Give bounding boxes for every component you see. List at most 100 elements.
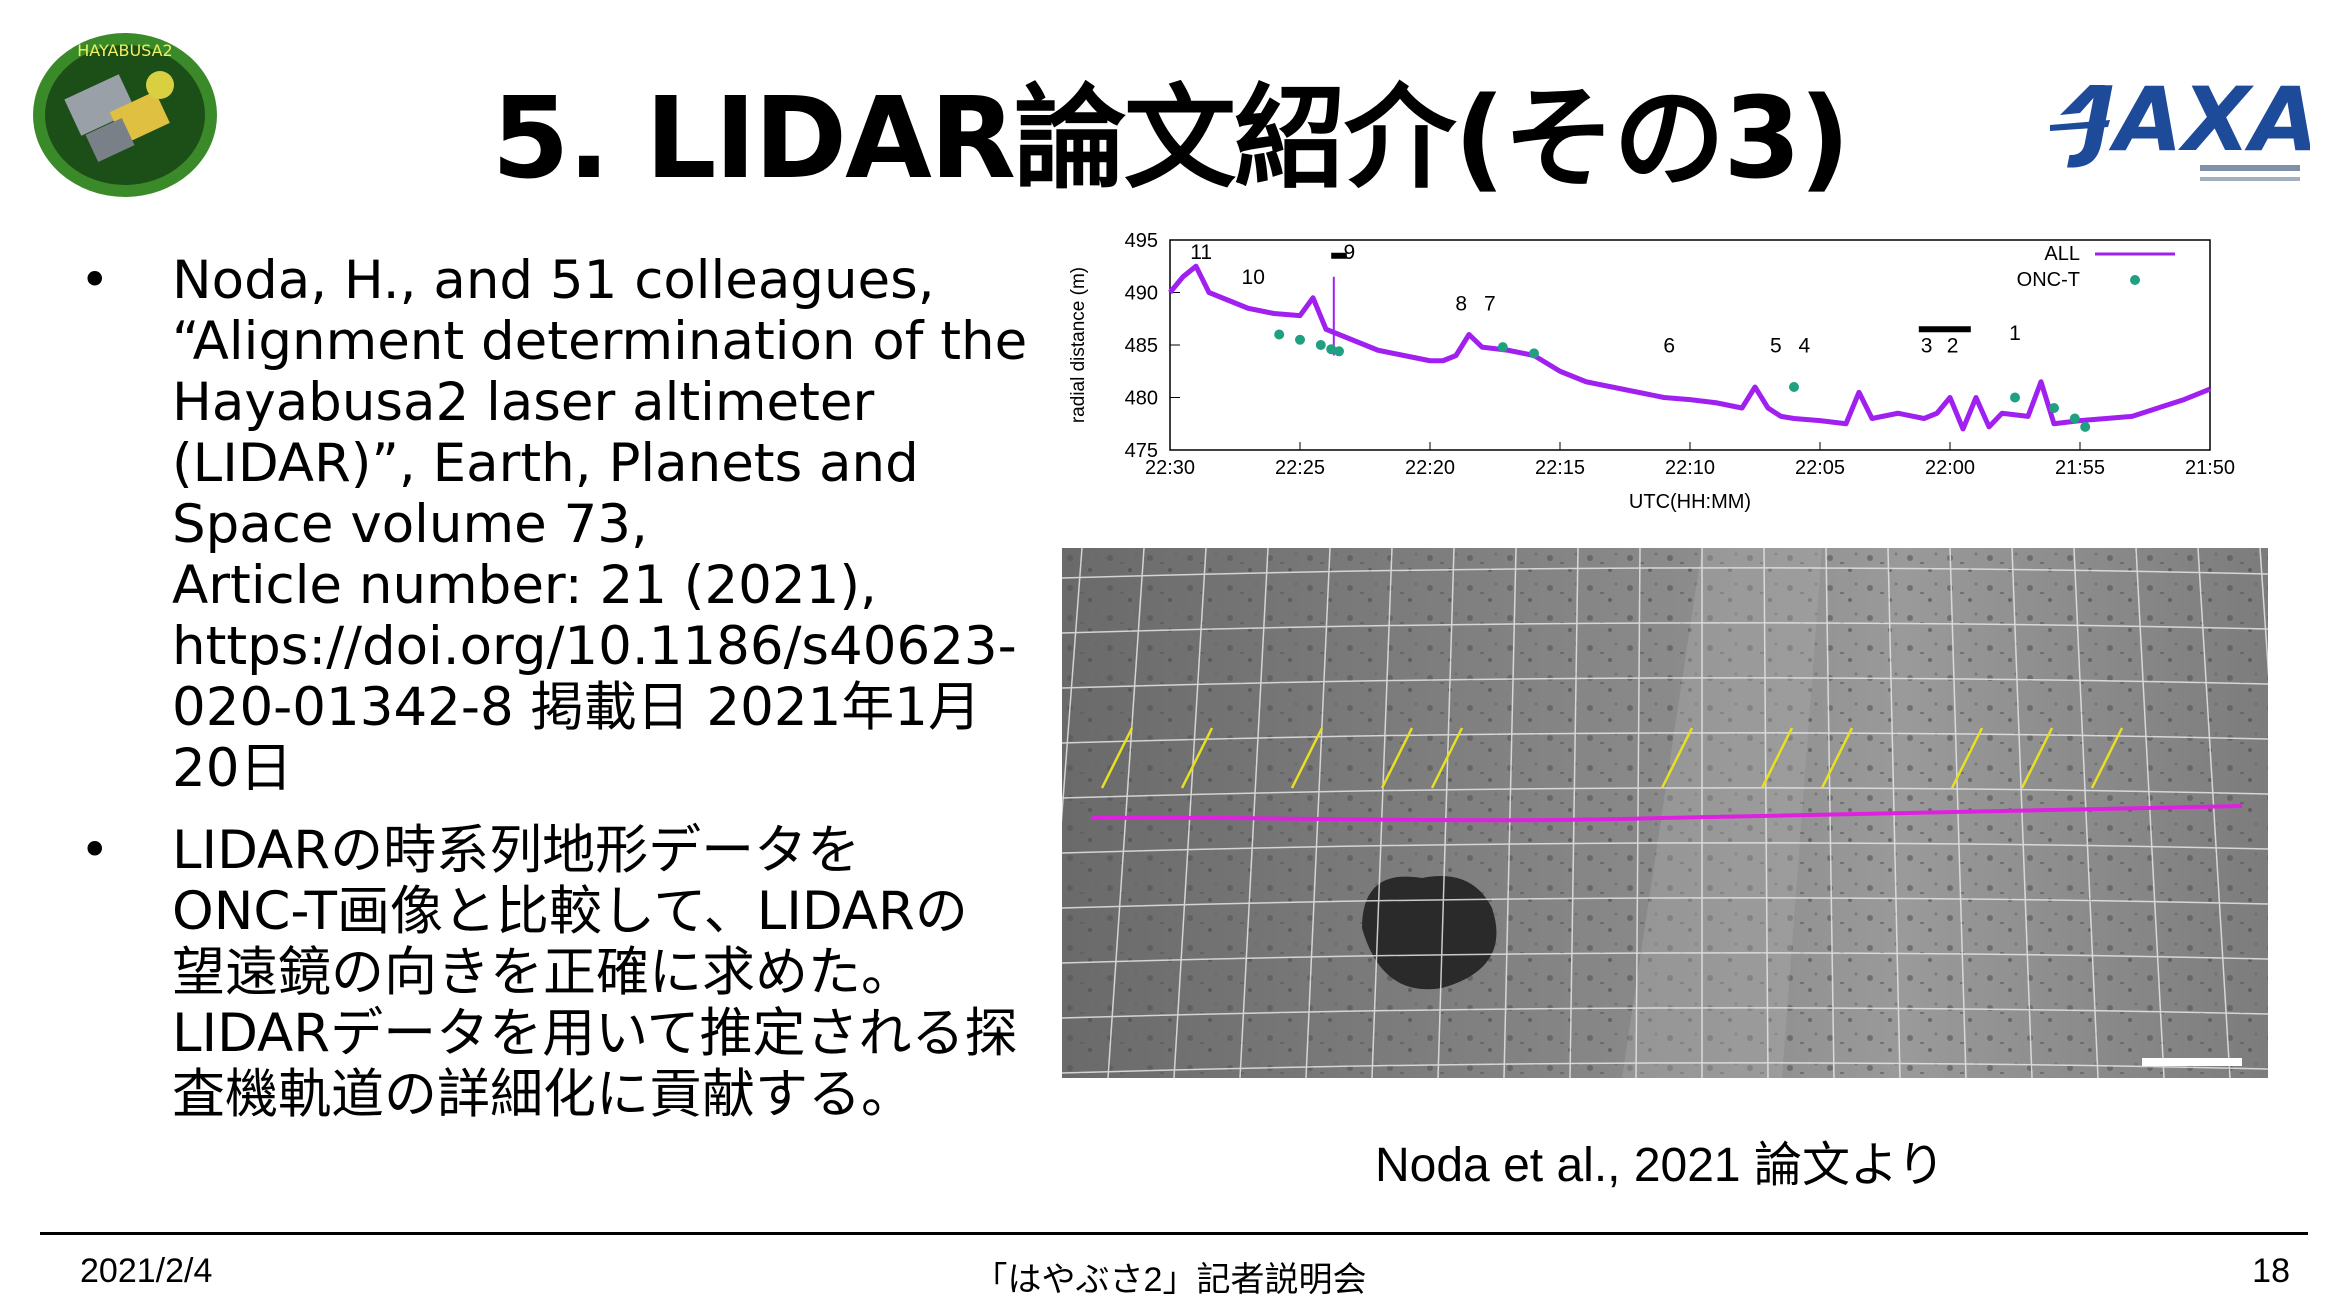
bullet-line: “Alignment determination of the bbox=[172, 311, 1028, 372]
y-axis-label: radial distance (m) bbox=[1068, 267, 1089, 423]
scale-bar bbox=[2142, 1058, 2242, 1066]
series-onct-point bbox=[2080, 421, 2091, 432]
annotation-label: 4 bbox=[1799, 334, 1811, 357]
bullet-summary: • LIDARの時系列地形データを ONC-T画像と比較して、LIDARの 望遠鏡の… bbox=[80, 820, 1060, 1130]
bullet-line: 020-01342-8 掲載日 2021年1月 bbox=[172, 677, 982, 738]
page-number: 18 bbox=[2252, 1252, 2290, 1290]
grid-line bbox=[1062, 1007, 2268, 1019]
bullet-reference: • Noda, H., and 51 colleagues, “Alignment… bbox=[80, 250, 1060, 810]
legend-label: ALL bbox=[2044, 243, 2080, 265]
series-onct-point bbox=[1295, 334, 1305, 345]
grid-line bbox=[1437, 548, 1455, 1078]
legend-label: ONC-T bbox=[2017, 269, 2080, 291]
feature-marker-arrow bbox=[1180, 727, 1214, 789]
y-tick-label: 490 bbox=[1125, 283, 1158, 305]
chart-axes bbox=[1169, 239, 2211, 451]
bullet-line: Article number: 21 (2021), bbox=[172, 555, 877, 616]
feature-marker-arrow bbox=[1760, 727, 1794, 789]
feature-marker-arrow bbox=[1430, 727, 1464, 789]
grid-line bbox=[2135, 548, 2165, 1078]
series-onct-point bbox=[2049, 403, 2059, 413]
grid-overlay bbox=[1062, 548, 2268, 1078]
feature-marker-arrow bbox=[1380, 727, 1414, 789]
annotation-label: 9 bbox=[1344, 241, 1356, 264]
x-tick-label: 22:00 bbox=[1925, 457, 1975, 479]
logo-left-text: HAYABUSA2 bbox=[77, 41, 172, 60]
footer-date: 2021/2/4 bbox=[80, 1252, 213, 1290]
feature-marker-arrow bbox=[1100, 727, 1134, 789]
grid-line bbox=[1062, 952, 2268, 964]
series-onct-point bbox=[1529, 348, 1539, 359]
grid-line bbox=[1107, 548, 1145, 1078]
feature-marker-arrow bbox=[1290, 727, 1324, 789]
grid-line bbox=[1569, 548, 1579, 1078]
grid-line bbox=[1062, 677, 2268, 689]
grid-line bbox=[1635, 548, 1641, 1078]
feature-markers bbox=[1100, 727, 2124, 789]
feature-marker-arrow bbox=[1660, 727, 1694, 789]
series-onct-point bbox=[1789, 382, 1799, 392]
footer-divider bbox=[40, 1232, 2308, 1235]
grid-line bbox=[2073, 548, 2099, 1078]
annotation-label: 1 bbox=[2009, 322, 2021, 345]
annotation-label: 10 bbox=[1242, 266, 1265, 289]
x-tick-label: 22:05 bbox=[1795, 457, 1845, 479]
x-tick-label: 21:50 bbox=[2185, 457, 2235, 479]
slide-title: 5. LIDAR論文紹介(その3) bbox=[491, 74, 1851, 204]
grid-line bbox=[1062, 622, 2268, 634]
x-tick-label: 22:25 bbox=[1275, 457, 1325, 479]
series-onct-point bbox=[2010, 392, 2020, 403]
series-onct-point bbox=[1274, 329, 1285, 340]
grid-line bbox=[1371, 548, 1393, 1078]
bullet-line: Noda, H., and 51 colleagues, bbox=[172, 250, 935, 311]
bullet-line: LIDARの時系列地形データを bbox=[172, 820, 861, 881]
y-tick-label: 475 bbox=[1125, 440, 1158, 462]
series-onct-point bbox=[2069, 413, 2080, 424]
annotation-label: 2 bbox=[1947, 334, 1959, 357]
grid-line bbox=[1062, 787, 2268, 799]
annotation-label: 8 bbox=[1455, 292, 1467, 315]
bullet-line: 20日 bbox=[172, 738, 293, 799]
annotation-label: 7 bbox=[1484, 292, 1496, 315]
series-onct-point bbox=[1497, 342, 1508, 353]
logo-right-text: JAXA bbox=[2067, 68, 2310, 171]
x-axis-label: UTC(HH:MM) bbox=[1629, 491, 1751, 513]
figure-caption: Noda et al., 2021 論文より bbox=[1375, 1139, 1945, 1192]
bullet-line: Hayabusa2 laser altimeter bbox=[172, 372, 875, 433]
series-all-line bbox=[1168, 263, 2211, 432]
grid-line bbox=[1305, 548, 1331, 1078]
grid-line bbox=[2011, 548, 2033, 1078]
x-tick-label: 22:15 bbox=[1535, 457, 1585, 479]
x-tick-label: 22:30 bbox=[1145, 457, 1195, 479]
y-tick-label: 485 bbox=[1125, 335, 1158, 357]
series-onct-point bbox=[1315, 340, 1326, 350]
grid-line bbox=[2259, 548, 2268, 677]
x-tick-label: 22:10 bbox=[1665, 457, 1715, 479]
grid-line bbox=[1062, 897, 2268, 909]
series-onct-point bbox=[1334, 346, 1344, 357]
bullet-line: https://doi.org/10.1186/s40623- bbox=[172, 616, 1017, 677]
jaxa-logo: JAXA bbox=[2050, 68, 2310, 181]
bullet-line: 望遠鏡の向きを正確に求めた。 bbox=[172, 942, 914, 1003]
annotation-label: 6 bbox=[1663, 334, 1675, 357]
x-tick-label: 21:55 bbox=[2055, 457, 2105, 479]
y-tick-label: 495 bbox=[1125, 230, 1158, 252]
grid-line bbox=[1062, 732, 2268, 744]
footer-event: 「はやぶさ2」記者説明会 bbox=[973, 1261, 1367, 1299]
hayabusa2-mission-logo: HAYABUSA2 bbox=[33, 33, 217, 197]
feature-marker-arrow bbox=[2090, 727, 2124, 789]
grid-line bbox=[1062, 548, 1083, 823]
grid-line bbox=[1062, 842, 2268, 854]
grid-line bbox=[1239, 548, 1269, 1078]
x-tick-label: 22:20 bbox=[1405, 457, 1455, 479]
grid-line bbox=[2197, 548, 2231, 1078]
chart-series bbox=[1168, 252, 2211, 432]
grid-line bbox=[1062, 1062, 2268, 1074]
bullet-text: LIDARの時系列地形データを ONC-T画像と比較して、LIDARの 望遠鏡の向き… bbox=[172, 820, 1142, 1125]
bullet-line: ONC-T画像と比較して、LIDARの bbox=[172, 881, 968, 942]
series-onct-point bbox=[1326, 344, 1337, 355]
grid-line bbox=[1763, 548, 1769, 1078]
feature-marker-arrow bbox=[2020, 727, 2054, 789]
